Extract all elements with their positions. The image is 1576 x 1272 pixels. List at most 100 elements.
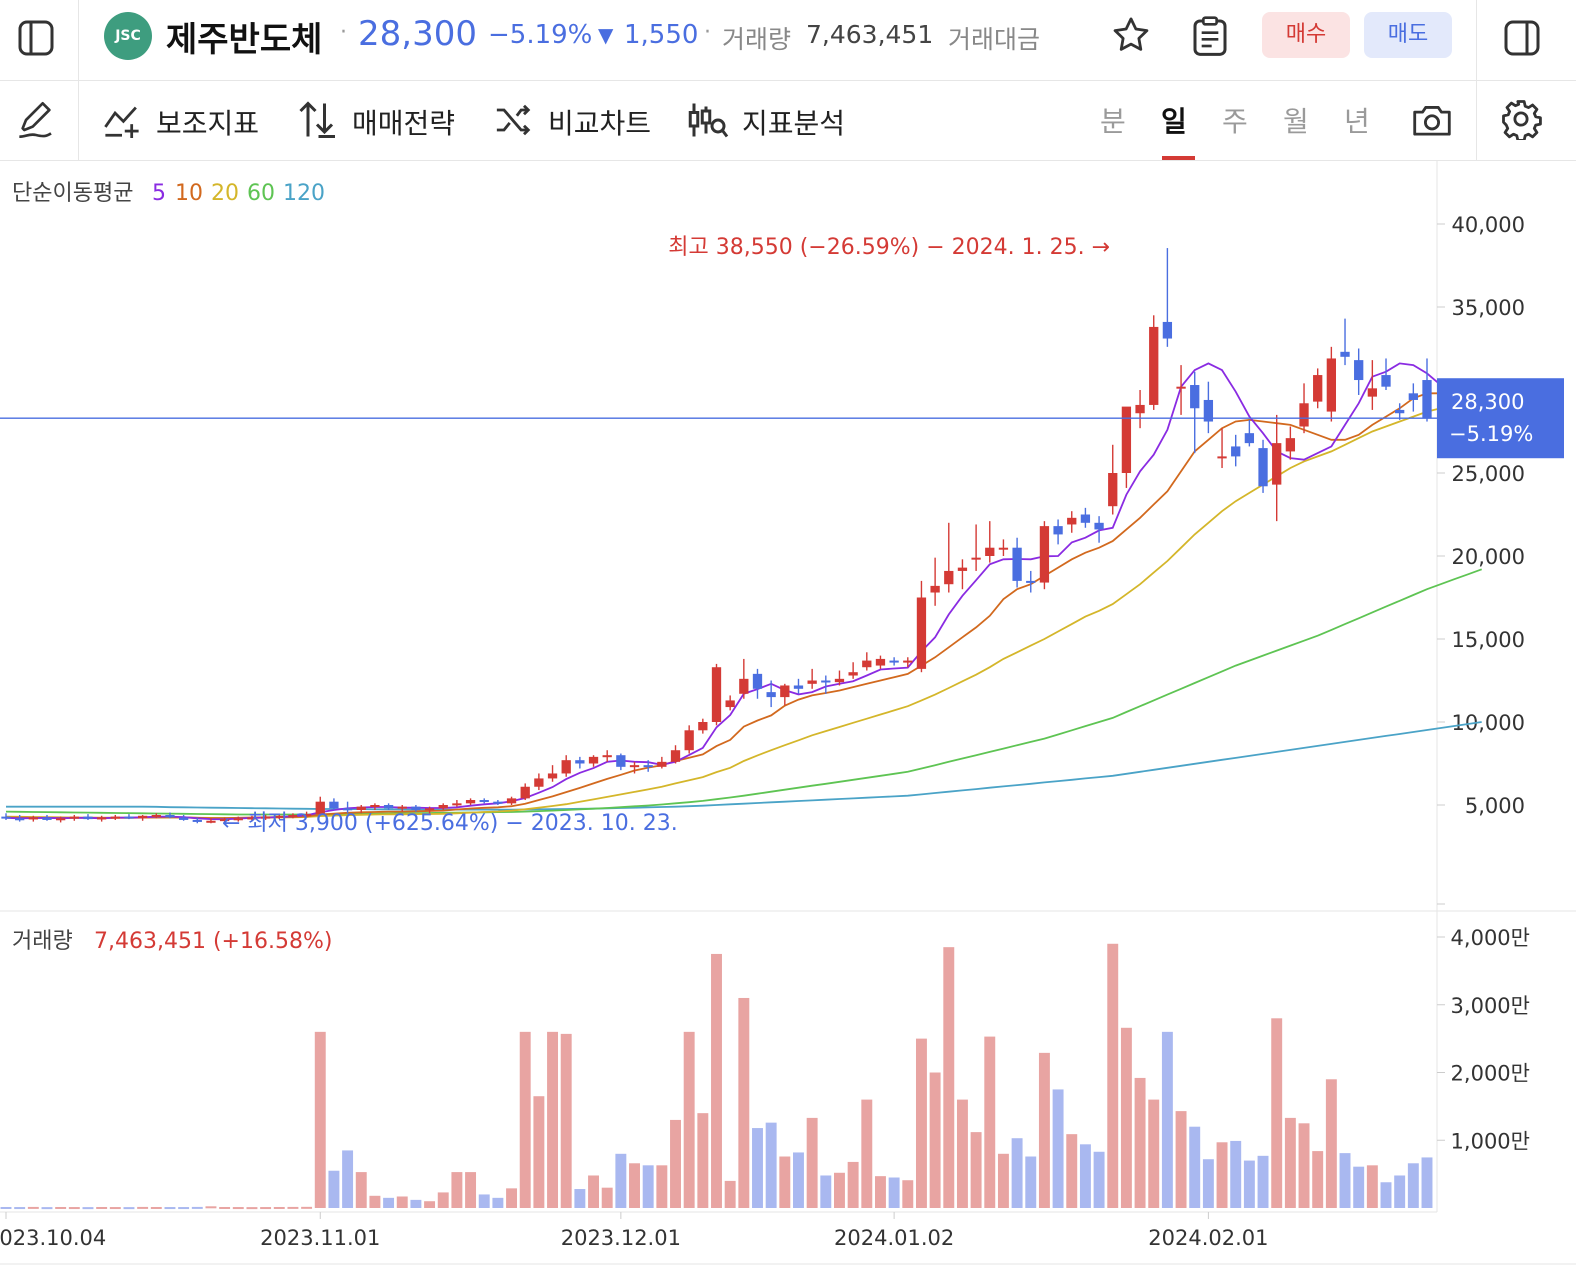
indicator-icon[interactable] xyxy=(102,102,142,138)
volume-bar xyxy=(465,1172,477,1208)
candle xyxy=(1326,346,1337,422)
volume-bar xyxy=(943,947,955,1208)
volume-value: 7,463,451 xyxy=(806,20,934,49)
candle xyxy=(1313,368,1323,409)
candle xyxy=(903,657,913,668)
candle xyxy=(411,805,421,812)
candle xyxy=(1108,444,1118,515)
analysis-menu[interactable]: 지표분석 xyxy=(742,107,846,140)
candle xyxy=(588,755,599,767)
volume-bar xyxy=(970,1132,982,1208)
volume-bar xyxy=(232,1207,244,1210)
candle xyxy=(1149,315,1159,410)
pencil-icon[interactable] xyxy=(16,98,56,142)
volume-bar xyxy=(55,1206,67,1209)
ma120-line xyxy=(6,721,1482,811)
candle xyxy=(329,798,339,810)
buy-button[interactable]: 매수 xyxy=(1262,12,1350,58)
volume-bar xyxy=(260,1207,272,1210)
volume-bar xyxy=(519,1031,531,1208)
volume-bar xyxy=(287,1206,299,1209)
candle xyxy=(1190,371,1200,454)
indicators-menu[interactable]: 보조지표 xyxy=(156,107,260,140)
amount-label: 거래대금 xyxy=(948,25,1041,54)
active-period-indicator xyxy=(1162,156,1195,160)
volume-bar xyxy=(1148,1099,1160,1208)
volume-bar xyxy=(109,1207,121,1210)
clipboard-icon[interactable] xyxy=(1190,14,1230,58)
stock-header: JSC 제주반도체 · 28,300 −5.19% ▼ 1,550 · 거래량 … xyxy=(0,0,1576,81)
candle xyxy=(1244,419,1255,447)
volume-bar xyxy=(437,1192,449,1208)
volume-bar xyxy=(0,1206,12,1209)
volume-tick-label: 4,000만 xyxy=(1451,926,1530,950)
period-year[interactable]: 년 xyxy=(1344,105,1370,138)
volume-bar xyxy=(956,1099,968,1208)
volume-bar xyxy=(615,1153,627,1208)
sell-button[interactable]: 매도 xyxy=(1364,12,1452,58)
candle xyxy=(629,761,640,774)
volume-bar xyxy=(14,1207,26,1210)
volume-bar xyxy=(68,1207,80,1210)
strategy-icon[interactable] xyxy=(296,100,338,140)
volume-bar xyxy=(1353,1166,1365,1208)
strategy-menu[interactable]: 매매전략 xyxy=(352,107,456,140)
period-month[interactable]: 월 xyxy=(1283,105,1309,138)
volume-bar xyxy=(451,1172,463,1208)
candle xyxy=(1367,360,1377,410)
volume-bar xyxy=(902,1180,914,1208)
candle xyxy=(1340,318,1350,366)
volume-bar xyxy=(396,1196,408,1208)
candle xyxy=(575,756,585,769)
candle xyxy=(1408,383,1418,412)
stock-name[interactable]: 제주반도체 xyxy=(166,20,323,60)
volume-bar xyxy=(588,1175,599,1208)
period-minute[interactable]: 분 xyxy=(1100,105,1126,138)
candle xyxy=(670,745,681,764)
star-icon[interactable] xyxy=(1110,14,1152,56)
ma-legend-5: 5 xyxy=(152,181,166,206)
volume-bar xyxy=(1325,1079,1337,1208)
volume-bar xyxy=(1134,1077,1146,1208)
candle xyxy=(930,557,940,606)
panel-toggle-icon[interactable] xyxy=(1502,18,1542,58)
candle xyxy=(1,813,11,820)
candle xyxy=(1395,403,1405,420)
period-day[interactable]: 일 xyxy=(1161,105,1187,138)
analysis-icon[interactable] xyxy=(688,100,730,140)
volume-bar xyxy=(915,1038,927,1208)
candle xyxy=(725,695,735,711)
y-tick-label: 5,000 xyxy=(1465,794,1525,818)
candle xyxy=(1012,537,1022,588)
volume-label: 거래량 xyxy=(722,25,792,54)
candle xyxy=(766,680,776,708)
camera-icon[interactable] xyxy=(1410,100,1454,140)
candle xyxy=(862,652,872,671)
volume-bar xyxy=(1407,1163,1419,1208)
candle xyxy=(821,675,831,694)
ma60-line xyxy=(5,568,1483,816)
volume-panel-label: 거래량 xyxy=(12,929,73,954)
volume-bar xyxy=(1366,1165,1378,1208)
volume-tick-label: 3,000만 xyxy=(1451,994,1530,1018)
candle xyxy=(793,678,804,694)
candle xyxy=(260,814,271,820)
x-tick-label: 2024.01.02 xyxy=(834,1226,954,1250)
compare-menu[interactable]: 비교차트 xyxy=(548,107,652,140)
candle xyxy=(110,814,120,820)
volume-tick-label: 2,000만 xyxy=(1451,1062,1530,1086)
sidebar-toggle-icon[interactable] xyxy=(16,18,56,58)
candle xyxy=(233,816,243,822)
candle xyxy=(780,683,790,706)
shuffle-icon[interactable] xyxy=(494,102,534,138)
volume-bar xyxy=(929,1072,941,1208)
volume-bar xyxy=(1284,1117,1296,1208)
period-week[interactable]: 주 xyxy=(1222,105,1248,138)
candle xyxy=(1203,381,1214,434)
volume-bar xyxy=(1093,1151,1105,1208)
gear-icon[interactable] xyxy=(1500,98,1542,140)
candle xyxy=(1135,390,1145,429)
y-tick-label: 35,000 xyxy=(1452,296,1525,320)
high-annotation: 최고 38,550 (−26.59%) − 2024. 1. 25. → xyxy=(668,235,1110,260)
